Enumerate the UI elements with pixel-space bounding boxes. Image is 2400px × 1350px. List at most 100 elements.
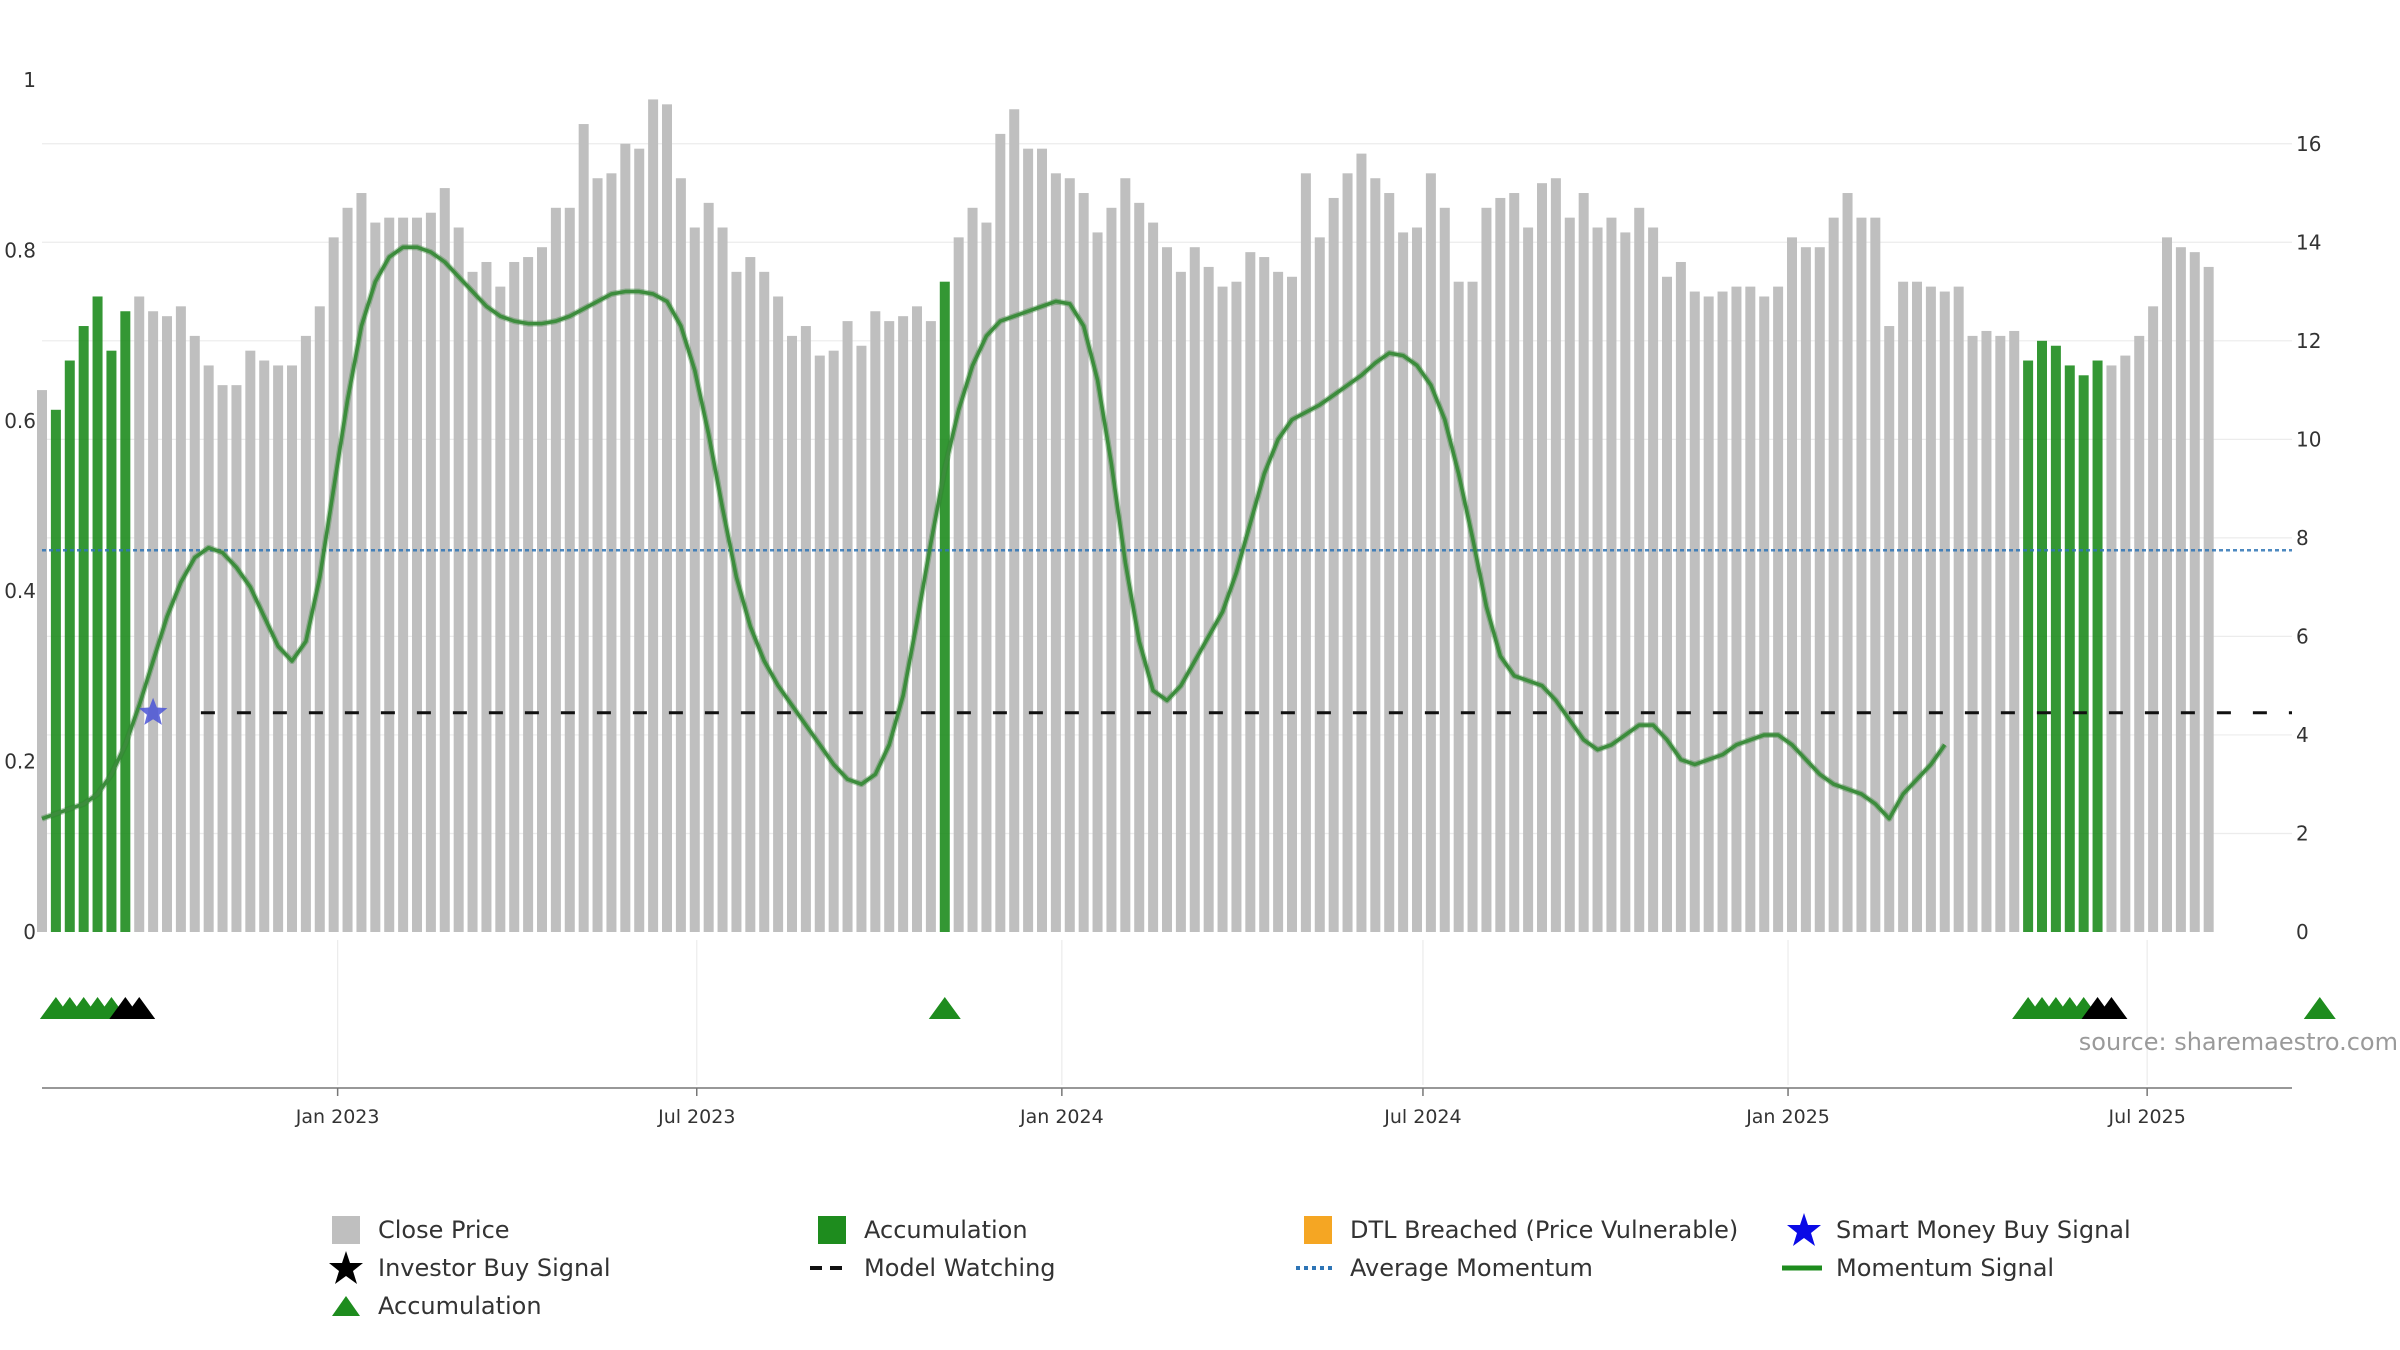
price-bar (1356, 153, 1367, 933)
price-bar (1162, 247, 1172, 932)
right-axis-tick: 4 (2296, 723, 2309, 747)
price-bar (689, 227, 700, 933)
price-bar (842, 321, 853, 933)
price-bar (828, 350, 839, 933)
price-bar (1273, 271, 1284, 932)
accumulation-bar (120, 311, 131, 932)
price-bar (1064, 178, 1075, 932)
price-bar (967, 207, 978, 932)
left-axis-tick: 0.4 (4, 579, 36, 603)
momentum-signal-line (41, 245, 1947, 821)
price-bar (1995, 335, 2006, 933)
price-bar (606, 173, 617, 932)
price-bar (1884, 326, 1895, 932)
accumulation-bar (2078, 375, 2089, 932)
legend-label: Model Watching (864, 1254, 1056, 1282)
price-bar (1564, 217, 1575, 932)
price-bar (564, 207, 575, 932)
price-bar (634, 148, 645, 932)
accumulation-bar (2092, 360, 2103, 932)
price-bar (1814, 247, 1825, 932)
legend-item-close-price: Close Price (320, 1212, 510, 1248)
price-bar (217, 385, 228, 932)
price-bar (1800, 247, 1811, 932)
investor-buy-marker (2095, 997, 2128, 1019)
price-bar (481, 261, 492, 932)
price-bar (245, 350, 256, 933)
signal-markers (39, 697, 2336, 1019)
price-bar (662, 104, 672, 932)
x-axis-tick-label: Jan 2023 (295, 1106, 380, 1128)
price-bar (1537, 183, 1547, 933)
price-bar (1259, 257, 1270, 932)
price-bar (1384, 193, 1395, 932)
price-bar (856, 345, 867, 932)
legend-label: Accumulation (378, 1292, 542, 1320)
price-bar (1453, 281, 1464, 932)
right-axis-tick: 6 (2296, 624, 2309, 648)
price-bar (870, 311, 881, 932)
legend-item-investor-buy: Investor Buy Signal (320, 1250, 611, 1286)
legend-item-average-momentum: Average Momentum (1292, 1250, 1593, 1286)
price-bar (981, 222, 992, 932)
legend-label: Investor Buy Signal (378, 1254, 611, 1282)
price-bar (2148, 306, 2159, 932)
accumulation-bar (78, 326, 89, 932)
price-bar (148, 311, 159, 932)
price-bar (495, 286, 506, 932)
price-bar (1745, 286, 1756, 932)
right-axis-tick: 10 (2296, 427, 2321, 451)
price-bar (2009, 330, 2020, 932)
legend-label: Smart Money Buy Signal (1836, 1216, 2131, 1244)
price-bar (2203, 266, 2214, 932)
legend-item-dtl-breached: DTL Breached (Price Vulnerable) (1292, 1212, 1738, 1248)
price-bar (578, 124, 589, 933)
legend-label: Accumulation (864, 1216, 1028, 1244)
price-bar (1092, 232, 1103, 932)
legend-item-accumulation-bar: Accumulation (806, 1212, 1028, 1248)
price-bar (1342, 173, 1353, 932)
green-square-icon (818, 1216, 846, 1244)
price-bar (995, 133, 1006, 932)
price-bar (1398, 232, 1409, 932)
solid-line-icon (1782, 1265, 1822, 1271)
price-bar (1023, 148, 1034, 932)
price-bar (384, 217, 395, 932)
price-bar (717, 227, 728, 933)
price-bar (328, 237, 339, 932)
price-bar (2106, 365, 2117, 933)
price-bar (1912, 281, 1922, 932)
accumulation-marker (928, 997, 961, 1019)
price-bar (898, 316, 909, 932)
x-axis-tick-label: Jul 2024 (1383, 1106, 1461, 1128)
price-bar (1495, 197, 1506, 933)
accumulation-bar (2023, 360, 2034, 932)
right-axis-tick: 8 (2296, 526, 2309, 550)
price-bar (1648, 227, 1659, 933)
signal-lines (40, 244, 2292, 822)
accumulation-bar (64, 360, 75, 932)
price-bar (1134, 202, 1145, 932)
price-bar (675, 178, 686, 932)
price-bar (1592, 227, 1603, 933)
price-bar (1231, 281, 1242, 932)
price-bar (1717, 291, 1728, 932)
price-bar (1481, 207, 1492, 932)
price-bar (953, 237, 964, 932)
price-bar (1828, 217, 1839, 932)
price-bar (342, 207, 353, 932)
left-axis-tick: 0 (23, 920, 36, 944)
x-axis-tick-label: Jan 2025 (1745, 1106, 1830, 1128)
green-triangle-icon (332, 1296, 360, 1316)
left-axis: 0 0.2 0.4 0.6 0.8 1 (4, 68, 36, 944)
price-bar (800, 326, 811, 932)
price-bar (1203, 266, 1214, 932)
x-axis-tick-label: Jul 2023 (657, 1106, 735, 1128)
right-axis-tick: 12 (2296, 329, 2321, 353)
price-bar (620, 143, 631, 933)
price-bar (1578, 193, 1589, 932)
price-bar (1175, 271, 1186, 932)
price-bar (550, 207, 561, 932)
legend-item-momentum-signal: Momentum Signal (1778, 1250, 2054, 1286)
x-axis: Jan 2023 Jul 2023 Jan 2024 Jul 2024 Jan 2025… (42, 1087, 2292, 1128)
